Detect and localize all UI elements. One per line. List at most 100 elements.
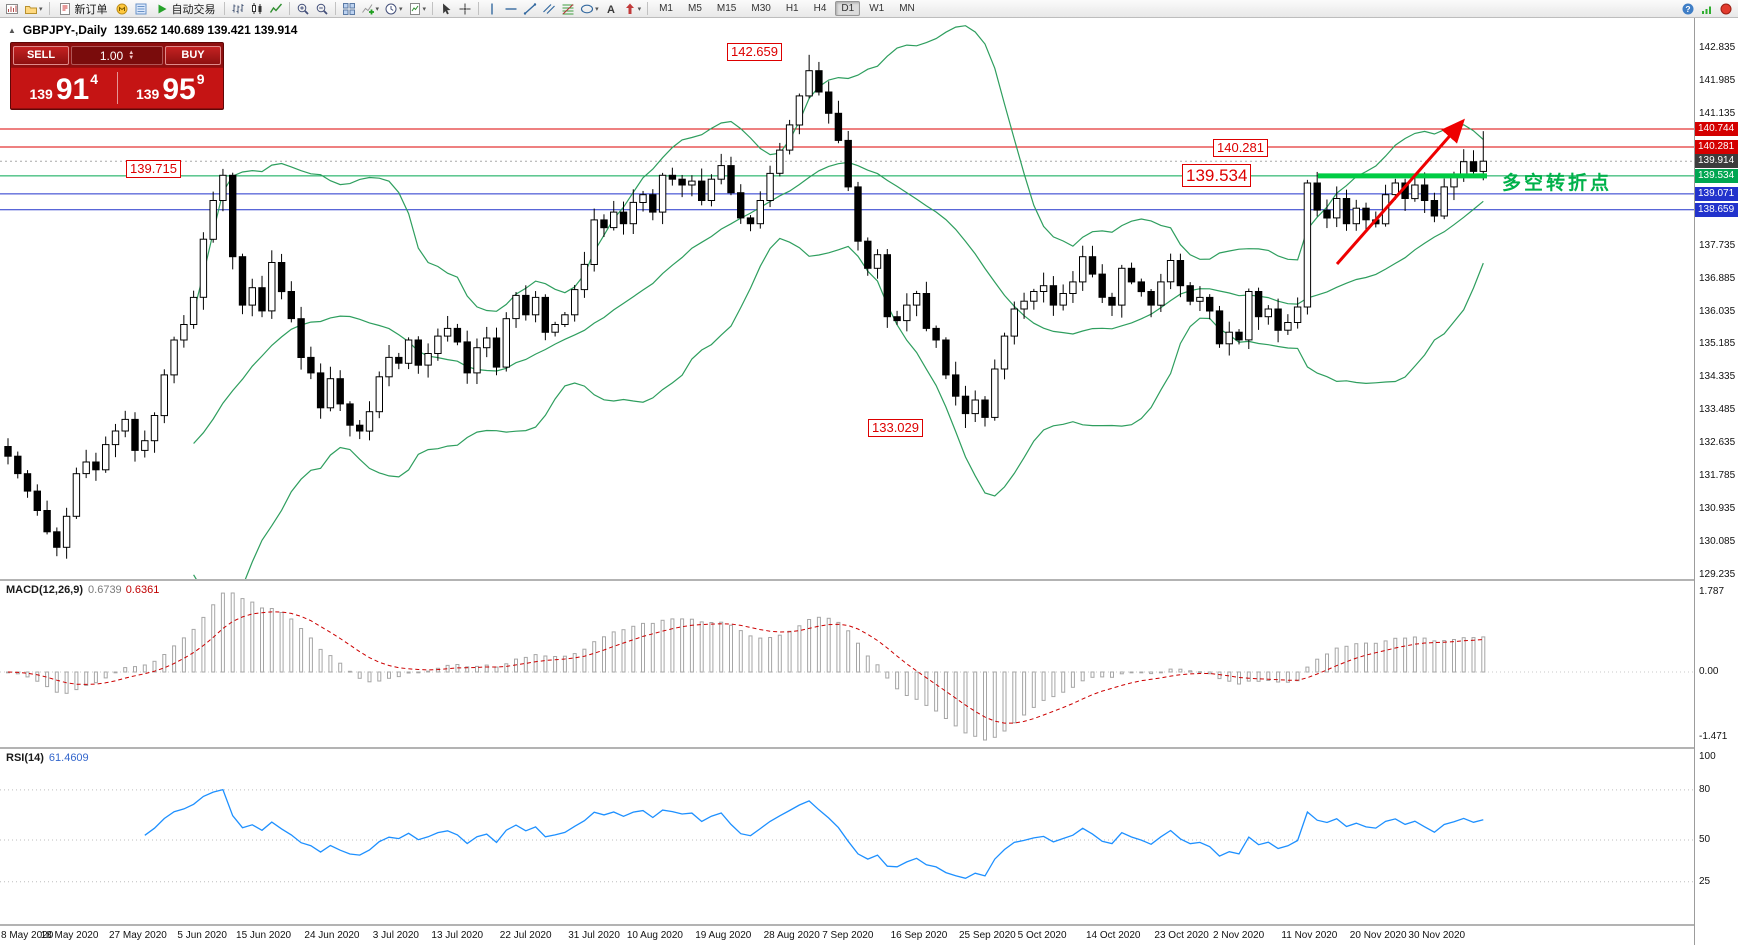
price-annotation-label[interactable]: 133.029 [868,419,923,438]
price-scale[interactable]: 142.835 141.985 141.135 137.735 136.885 136.0… [1695,18,1738,945]
one-click-trading-panel: SELL 1.00 ▲ ▼ BUY 139 91 4 139 95 9 [10,42,224,110]
collapse-trade-panel-icon[interactable]: ▲ [8,25,16,35]
date-axis-label: 27 May 2020 [109,930,167,941]
line-chart-icon[interactable] [267,1,285,17]
tile-windows-icon[interactable] [340,1,358,17]
help-icon[interactable]: ? [1679,1,1697,17]
candlestick-chart-icon[interactable] [248,1,266,17]
connection-status-icon [1720,3,1732,14]
connection-status-icon[interactable] [1717,1,1735,17]
period-icon[interactable]: ▾ [382,1,405,17]
depth-of-market-icon[interactable] [132,1,150,17]
templates-icon[interactable]: ▾ [406,1,429,17]
macd-signal-line [7,611,1484,724]
lot-size-field[interactable]: 1.00 ▲ ▼ [71,46,163,65]
pane-separator[interactable] [0,924,1738,926]
svg-text:A: A [607,4,615,16]
rsi-pane[interactable] [0,749,1694,924]
price-scale-marker: 139.071 [1695,186,1738,201]
ask-price[interactable]: 139 95 9 [118,68,224,108]
channel-icon[interactable] [540,1,558,17]
timeframe-button-d1[interactable]: D1 [835,1,861,16]
trend-arrow[interactable] [1335,118,1465,265]
arrows-icon[interactable]: ▾ [621,1,644,17]
indicators-icon [361,3,374,14]
price-annotation-label[interactable]: 140.281 [1213,139,1268,158]
new-order-button[interactable]: 新订单 [54,1,112,17]
toolbar-separator [478,2,480,15]
date-axis-label: 22 Jul 2020 [499,930,552,941]
date-axis-label: 19 Aug 2020 [695,930,752,941]
indicators-icon[interactable]: ▾ [359,1,382,17]
bid-price[interactable]: 139 91 4 [11,68,117,108]
help-icon: ? [1682,3,1694,14]
price-annotation-label[interactable]: 139.715 [126,160,181,179]
macd-value-signal: 0.6361 [125,584,160,596]
templates-icon [409,2,420,15]
price-scale-tick: 136.885 [1699,272,1736,284]
bar-chart-icon[interactable] [229,1,247,17]
zoom-in-icon[interactable] [294,1,312,17]
trendline-icon [523,2,537,15]
ask-base: 139 [135,86,160,102]
vertical-line-icon[interactable] [483,1,501,17]
lot-spinner[interactable]: ▲ ▼ [128,49,135,61]
date-axis-label: 5 Jun 2020 [177,930,227,941]
bollinger-lower-band [193,237,1484,579]
rsi-name: RSI(14) [6,752,44,764]
timeframe-button-h1[interactable]: H1 [785,3,799,14]
autotrading-button[interactable]: 自动交易 [151,1,220,17]
bar-chart-icon [232,3,244,13]
signal-bars-icon[interactable] [1698,1,1716,17]
buy-button[interactable]: BUY [165,46,221,65]
annotation-text[interactable]: 多空转折点 [1502,173,1613,194]
timeframe-button-m15[interactable]: M15 [716,3,737,14]
cursor-icon[interactable] [437,1,455,17]
profiles-icon[interactable]: ▾ [22,1,45,17]
crosshair-icon[interactable] [456,1,474,17]
shapes-icon[interactable]: ▾ [578,1,601,17]
mql5-icon[interactable] [113,1,131,17]
date-axis-label: 8 May 2020 [1,930,54,941]
date-axis-label: 2 Nov 2020 [1213,930,1265,941]
timeframe-button-h4[interactable]: H4 [813,3,827,14]
trendline-icon[interactable] [521,1,539,17]
shapes-icon [580,4,594,13]
text-label-icon[interactable]: A [602,1,620,17]
autotrade-play-icon [158,4,167,13]
bid-base: 139 [29,86,53,102]
new-chart-icon[interactable] [3,1,21,17]
rsi-scale-tick: 100 [1699,751,1716,762]
date-axis-label: 10 Aug 2020 [626,930,683,941]
price-scale-marker: 140.744 [1695,122,1738,137]
fibonacci-icon[interactable] [559,1,577,17]
candlestick-chart-icon [251,2,262,14]
time-scale[interactable]: 8 May 2020 18 May 2020 27 May 2020 5 Jun 20… [0,926,1694,945]
macd-value-main: 0.6739 [88,584,122,596]
timeframe-button-m30[interactable]: M30 [751,3,771,14]
price-scale-tick: 129.235 [1699,569,1736,580]
timeframe-button-w1[interactable]: W1 [869,3,885,14]
zoom-out-icon[interactable] [313,1,331,17]
main-chart-pane[interactable] [0,18,1694,579]
price-scale-border [1694,18,1695,945]
price-annotation-label[interactable]: 142.659 [727,43,782,62]
chart-header: ▲ GBPJPY-,Daily 139.652 140.689 139.421 … [8,23,297,37]
date-axis-label: 23 Oct 2020 [1154,930,1209,941]
price-divider [116,72,118,104]
price-annotation-label[interactable]: 139.534 [1182,164,1252,188]
bollinger-middle-band [193,161,1484,444]
timeframe-button-m5[interactable]: M5 [688,3,702,14]
arrows-icon [625,3,634,14]
sell-button[interactable]: SELL [13,46,69,65]
new-chart-icon [6,3,18,14]
horizontal-line-icon[interactable] [502,1,520,17]
date-axis-label: 25 Sep 2020 [959,930,1016,941]
horizontal-line-icon [505,7,517,10]
mql5-icon [116,3,128,14]
timeframe-button-m1[interactable]: M1 [659,3,673,14]
macd-pane[interactable] [0,581,1694,747]
timeframe-button-mn[interactable]: MN [899,3,915,14]
pane-separator[interactable] [0,747,1738,749]
pane-separator[interactable] [0,579,1738,581]
